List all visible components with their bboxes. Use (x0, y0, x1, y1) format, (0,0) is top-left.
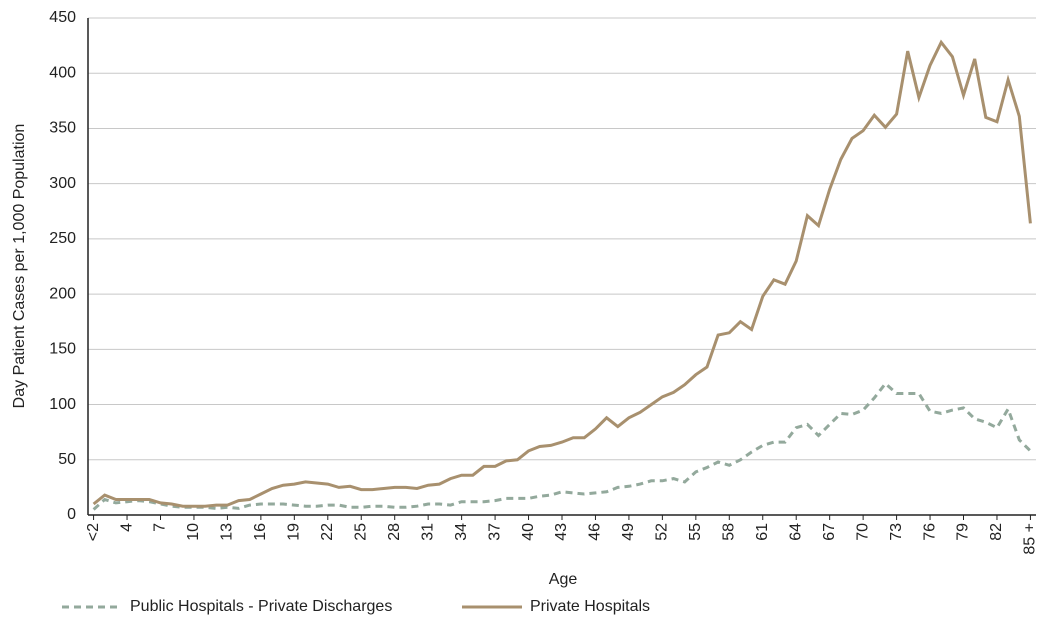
x-tick-label: 43 (553, 523, 570, 541)
x-tick-label: 55 (687, 523, 704, 541)
y-tick-label: 350 (49, 120, 76, 137)
x-tick-label: 85 + (1022, 523, 1038, 555)
y-tick-label: 100 (49, 396, 76, 413)
x-tick-label: 79 (955, 523, 972, 541)
x-tick-label: 40 (520, 523, 537, 541)
x-tick-label: 46 (587, 523, 604, 541)
x-tick-label: 19 (286, 523, 303, 541)
x-tick-label: 31 (419, 523, 436, 541)
x-tick-label: 28 (386, 523, 403, 541)
y-tick-label: 400 (49, 64, 76, 81)
x-tick-label: 16 (252, 523, 269, 541)
x-tick-label: 76 (921, 523, 938, 541)
x-tick-label: 10 (185, 523, 202, 541)
x-tick-label: 82 (988, 523, 1005, 541)
y-tick-label: 250 (49, 230, 76, 247)
y-tick-label: 150 (49, 341, 76, 358)
x-tick-label: 7 (152, 523, 169, 532)
y-tick-label: 300 (49, 175, 76, 192)
series-line (92, 381, 1032, 511)
y-tick-label: 200 (49, 285, 76, 302)
x-axis-title: Age (549, 571, 578, 588)
x-tick-label: 64 (787, 523, 804, 541)
x-tick-label: 67 (821, 523, 838, 541)
x-tick-label: 52 (654, 523, 671, 541)
x-tick-label: 58 (721, 523, 738, 541)
x-tick-label: 22 (319, 523, 336, 541)
x-tick-label: 70 (854, 523, 871, 541)
y-tick-label: 450 (49, 9, 76, 26)
x-tick-label: 73 (888, 523, 905, 541)
x-tick-label: 61 (754, 523, 771, 541)
x-tick-label: 4 (118, 523, 135, 532)
y-tick-label: 50 (58, 451, 76, 468)
legend-label: Public Hospitals - Private Discharges (130, 598, 392, 615)
x-tick-label: 25 (352, 523, 369, 541)
y-axis-title: Day Patient Cases per 1,000 Population (11, 124, 28, 409)
x-tick-label: <2 (85, 523, 102, 541)
x-tick-label: 34 (453, 523, 470, 541)
x-tick-label: 13 (219, 523, 236, 541)
x-tick-label: 49 (620, 523, 637, 541)
y-tick-label: 0 (67, 506, 76, 523)
x-tick-label: 37 (486, 523, 503, 541)
series-line (92, 39, 1032, 508)
legend-label: Private Hospitals (530, 598, 650, 615)
